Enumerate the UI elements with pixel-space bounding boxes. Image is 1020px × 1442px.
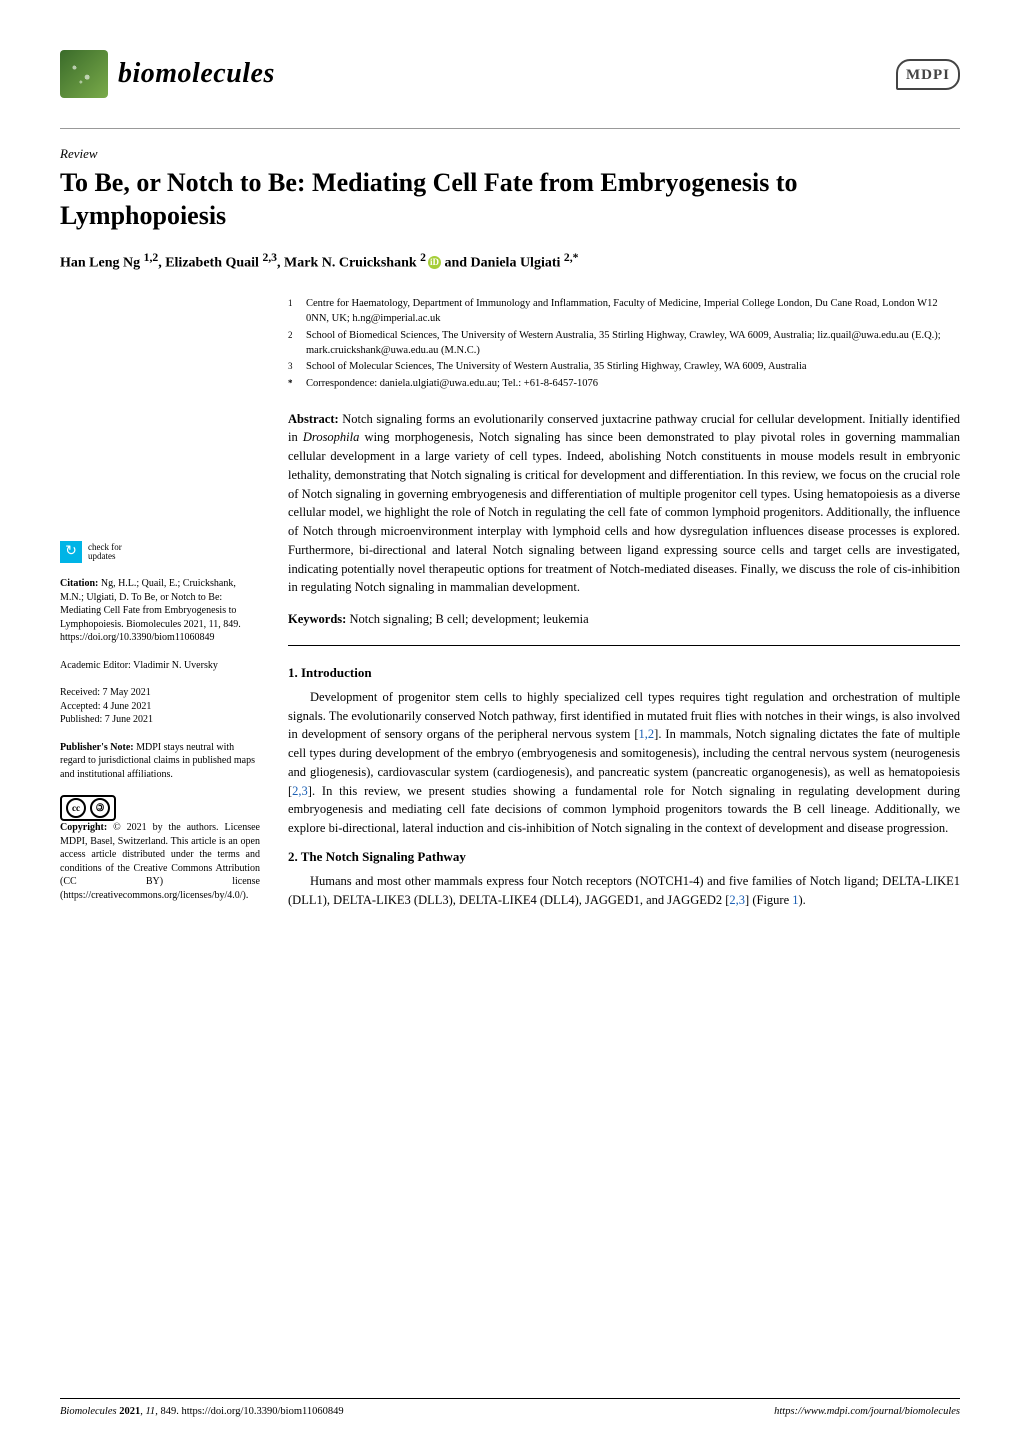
affiliations: 1 Centre for Haematology, Department of … (288, 297, 960, 391)
affiliation-row: 1 Centre for Haematology, Department of … (288, 297, 960, 326)
footer-right: https://www.mdpi.com/journal/biomolecule… (774, 1405, 960, 1420)
affil-sup: * (288, 377, 306, 392)
affil-text: Centre for Haematology, Department of Im… (306, 297, 960, 326)
affiliation-row: 3 School of Molecular Sciences, The Univ… (288, 360, 960, 375)
section-1-text: Development of progenitor stem cells to … (288, 690, 960, 835)
journal-name: biomolecules (118, 54, 275, 93)
copyright-text: © 2021 by the authors. Licensee MDPI, Ba… (60, 822, 260, 901)
footer-rest: , 11, 849. https://doi.org/10.3390/biom1… (140, 1406, 343, 1417)
abstract-text: Notch signaling forms an evolutionarily … (288, 412, 960, 595)
affil-text: School of Molecular Sciences, The Univer… (306, 360, 807, 375)
footer-journal-ital: Biomolecules (60, 1406, 119, 1417)
footer-year: 2021 (119, 1406, 140, 1417)
date-accepted: Accepted: 4 June 2021 (60, 700, 260, 714)
editor-lead: Academic Editor: (60, 660, 131, 671)
publisher-logo: MDPI (896, 59, 960, 90)
affiliation-row: * Correspondence: daniela.ulgiati@uwa.ed… (288, 377, 960, 392)
section-2-text: Humans and most other mammals express fo… (288, 874, 960, 907)
footer-left: Biomolecules 2021, 11, 849. https://doi.… (60, 1405, 344, 1420)
copyright-block: Copyright: © 2021 by the authors. Licens… (60, 821, 260, 902)
affiliation-row: 2 School of Biomedical Sciences, The Uni… (288, 329, 960, 358)
main-column: 1 Centre for Haematology, Department of … (288, 297, 960, 919)
date-received: Received: 7 May 2021 (60, 686, 260, 700)
journal-logo: biomolecules (60, 50, 275, 98)
author-list: Han Leng Ng 1,2, Elizabeth Quail 2,3, Ma… (60, 250, 960, 273)
abstract-lead: Abstract: (288, 412, 342, 426)
affil-sup: 1 (288, 297, 306, 326)
abstract-divider (288, 645, 960, 646)
affil-sup: 2 (288, 329, 306, 358)
page-header: biomolecules MDPI (60, 50, 960, 98)
copyright-lead: Copyright: (60, 822, 107, 833)
section-body: Humans and most other mammals express fo… (288, 872, 960, 910)
abstract: Abstract: Notch signaling forms an evolu… (288, 410, 960, 598)
citation-block: Citation: Ng, H.L.; Quail, E.; Cruicksha… (60, 577, 260, 645)
check-updates-label: check for updates (88, 543, 122, 563)
citation-lead: Citation: (60, 578, 98, 589)
dates-block: Received: 7 May 2021 Accepted: 4 June 20… (60, 686, 260, 727)
publishers-note-block: Publisher's Note: MDPI stays neutral wit… (60, 741, 260, 782)
page-footer: Biomolecules 2021, 11, 849. https://doi.… (60, 1398, 960, 1420)
pubnote-lead: Publisher's Note: (60, 742, 134, 753)
refresh-icon (60, 541, 82, 563)
keywords-lead: Keywords: (288, 612, 349, 626)
date-published: Published: 7 June 2021 (60, 713, 260, 727)
section-heading: 1. Introduction (288, 664, 960, 682)
cc-license-badge: cc 🄯 (60, 795, 116, 821)
affil-text: Correspondence: daniela.ulgiati@uwa.edu.… (306, 377, 598, 392)
keywords: Keywords: Notch signaling; B cell; devel… (288, 611, 960, 629)
editor-block: Academic Editor: Vladimir N. Uversky (60, 659, 260, 673)
affil-sup: 3 (288, 360, 306, 375)
keywords-text: Notch signaling; B cell; development; le… (349, 612, 588, 626)
section-heading: 2. The Notch Signaling Pathway (288, 848, 960, 866)
cc-by-icon: 🄯 (90, 798, 110, 818)
check-for-updates[interactable]: check for updates (60, 541, 260, 563)
journal-tile-icon (60, 50, 108, 98)
affil-text: School of Biomedical Sciences, The Unive… (306, 329, 960, 358)
article-title: To Be, or Notch to Be: Mediating Cell Fa… (60, 167, 960, 232)
section-body: Development of progenitor stem cells to … (288, 688, 960, 838)
metadata-sidebar: check for updates Citation: Ng, H.L.; Qu… (60, 297, 260, 919)
header-divider (60, 128, 960, 129)
cc-icon: cc (66, 798, 86, 818)
article-type: Review (60, 145, 960, 163)
editor-name: Vladimir N. Uversky (131, 660, 218, 671)
